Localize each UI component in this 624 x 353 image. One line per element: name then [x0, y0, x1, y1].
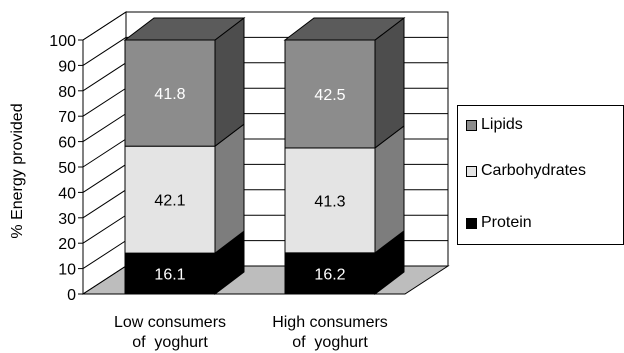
- bar-segment-protein: 16.1: [124, 230, 245, 296]
- legend-item-carbohydrates: Carbohydrates: [466, 162, 586, 180]
- bar-side: [374, 16, 405, 149]
- x-tick-label: High consumers: [272, 314, 388, 331]
- legend-item-lipids: Lipids: [466, 116, 523, 134]
- data-label: 42.1: [154, 193, 185, 210]
- legend-swatch: [466, 217, 477, 229]
- bar-front: [124, 252, 216, 295]
- y-tick-label: 80: [58, 84, 76, 101]
- data-label: 41.8: [154, 86, 185, 103]
- bar-front: [284, 147, 376, 254]
- legend-label: Lipids: [481, 116, 523, 133]
- y-axis-label: % Energy provided: [9, 103, 26, 238]
- y-tick-label: 0: [67, 287, 76, 304]
- bar-front: [284, 252, 376, 295]
- y-ticks: 0 10 20 30 40 50 60 70 80 90 100: [49, 33, 83, 304]
- data-label: 16.1: [154, 267, 185, 284]
- y-tick-label: 20: [58, 236, 76, 253]
- y-tick-label: 60: [58, 135, 76, 152]
- legend-item-protein: Protein: [466, 214, 532, 232]
- x-tick-label: Low consumers: [114, 314, 226, 331]
- legend: Lipids Carbohydrates Protein: [457, 105, 624, 245]
- legend-swatch: [466, 165, 477, 177]
- x-tick-label: of yoghurt: [132, 334, 208, 351]
- bar-top: [123, 17, 246, 41]
- legend-label: Carbohydrates: [481, 162, 586, 179]
- data-label: 16.2: [314, 266, 345, 283]
- x-labels: Low consumers of yoghurt High consumers of …: [114, 314, 388, 351]
- data-label: 41.3: [314, 193, 345, 210]
- data-label: 42.5: [314, 87, 345, 104]
- bar-top: [283, 17, 406, 41]
- y-tick-label: 30: [58, 211, 76, 228]
- y-tick-label: 40: [58, 185, 76, 202]
- y-tick-label: 70: [58, 109, 76, 126]
- legend-swatch: [466, 119, 477, 131]
- bar-segment-lipids: 41.8: [123, 16, 246, 148]
- bar-segment-lipids: 42.5: [283, 16, 406, 149]
- x-tick-label: of yoghurt: [292, 334, 368, 351]
- bar-side: [214, 123, 245, 255]
- bar-front: [124, 145, 216, 254]
- y-tick-label: 50: [58, 160, 76, 177]
- bar-front: [124, 39, 216, 147]
- y-tick-label: 90: [58, 58, 76, 75]
- bar-segment-protein: 16.2: [284, 229, 405, 296]
- bar-front: [284, 39, 376, 149]
- y-tick-label: 100: [49, 33, 76, 50]
- legend-label: Protein: [481, 214, 532, 231]
- y-tick-label: 10: [58, 262, 76, 279]
- bar-segment-carbohydrates: 41.3: [284, 124, 405, 254]
- gridline: [82, 11, 448, 41]
- bar-segment-carbohydrates: 42.1: [124, 123, 245, 255]
- bars: 16.1 42.1 41.8 16.2 41.3 42.5: [123, 16, 406, 296]
